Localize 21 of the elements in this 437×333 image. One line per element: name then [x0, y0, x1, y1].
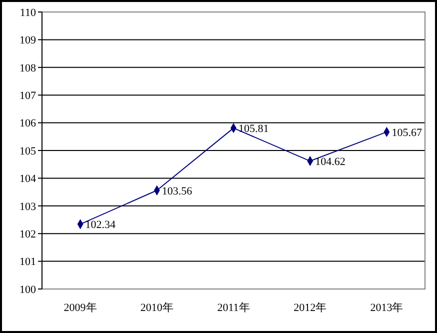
y-tick-label: 101 [20, 256, 36, 268]
y-tick-label: 100 [20, 284, 36, 296]
data-label: 102.34 [85, 219, 116, 232]
y-tick-label: 106 [20, 118, 36, 130]
x-tick-label: 2012年 [294, 302, 327, 314]
x-tick-label: 2013年 [370, 302, 404, 314]
x-tick-label: 2010年 [140, 302, 174, 314]
y-tick-label: 105 [20, 145, 36, 158]
x-tick-label: 2011年 [217, 302, 250, 314]
y-tick-label: 104 [20, 173, 36, 186]
data-label: 103.56 [162, 185, 193, 198]
data-label: 105.81 [238, 123, 269, 136]
x-tick-label: 2009年 [64, 302, 97, 314]
data-label: 105.67 [392, 126, 422, 139]
y-tick-label: 103 [20, 200, 36, 213]
y-tick-label: 108 [20, 62, 36, 74]
y-tick-label: 107 [20, 90, 36, 102]
y-tick-label: 110 [20, 6, 36, 19]
y-tick-label: 109 [20, 34, 36, 47]
data-label: 104.62 [315, 156, 346, 168]
y-tick-label: 102 [20, 228, 36, 240]
